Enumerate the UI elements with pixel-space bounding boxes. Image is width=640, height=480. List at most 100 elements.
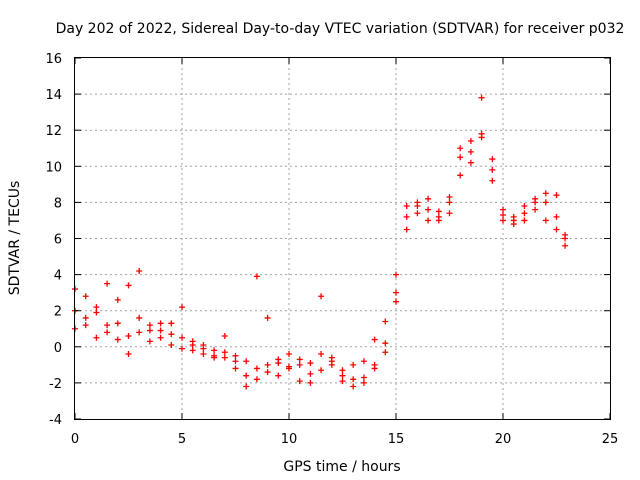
data-point [157, 334, 164, 341]
data-point [403, 226, 410, 233]
y-tick-label: 12 [45, 124, 62, 139]
data-point [553, 226, 560, 233]
data-point [553, 192, 560, 199]
chart-title: Day 202 of 2022, Sidereal Day-to-day VTE… [56, 21, 625, 37]
ticks [74, 57, 611, 420]
data-point [179, 334, 185, 341]
y-tick-label: 16 [45, 52, 62, 67]
data-point [350, 361, 357, 368]
data-point [467, 138, 474, 145]
data-point [136, 314, 143, 321]
data-point [211, 347, 218, 354]
data-point [382, 318, 389, 325]
data-point [371, 365, 378, 372]
data-point [478, 130, 485, 137]
data-point [350, 383, 357, 390]
data-point [146, 327, 153, 334]
data-point [104, 280, 111, 287]
data-point [446, 193, 453, 200]
data-point [243, 372, 250, 379]
data-point [382, 340, 389, 347]
data-point [393, 298, 399, 305]
data-point [403, 203, 410, 210]
data-point [146, 338, 153, 345]
data-point [360, 379, 367, 386]
data-point [360, 358, 367, 365]
data-point [232, 365, 239, 372]
data-point [467, 148, 474, 155]
data-point [179, 304, 185, 311]
data-point [189, 338, 196, 345]
data-point [532, 206, 539, 213]
data-point [414, 210, 421, 217]
data-layer [72, 94, 569, 390]
data-point [318, 367, 325, 374]
data-point [286, 351, 292, 358]
x-tick-label: 0 [71, 432, 79, 447]
data-point [243, 358, 250, 365]
series-s3 [72, 94, 569, 390]
data-point [489, 166, 496, 173]
data-point [93, 309, 100, 316]
data-point [500, 206, 506, 213]
data-point [457, 145, 464, 152]
data-point [393, 289, 399, 296]
data-point [296, 378, 303, 385]
data-point [200, 345, 207, 352]
data-point [457, 172, 464, 179]
data-point [500, 212, 506, 219]
data-point [136, 267, 143, 274]
data-point [136, 329, 143, 336]
y-tick-label: -4 [49, 413, 62, 428]
data-point [82, 293, 89, 300]
data-point [189, 347, 196, 354]
x-tick-label: 15 [388, 432, 405, 447]
data-point [393, 271, 399, 278]
y-tick-label: 2 [54, 305, 62, 320]
data-point [275, 356, 282, 363]
data-point [125, 282, 132, 289]
data-point [371, 336, 378, 343]
x-tick-label: 10 [281, 432, 298, 447]
data-point [286, 365, 292, 372]
data-point [243, 383, 250, 390]
data-point [339, 372, 346, 379]
data-point [179, 345, 185, 352]
data-point [211, 352, 218, 359]
data-point [446, 199, 453, 206]
data-point [253, 365, 260, 372]
data-point [82, 314, 89, 321]
data-point [532, 195, 539, 202]
data-point [425, 206, 432, 213]
data-point [339, 367, 346, 374]
x-tick-label: 5 [178, 432, 186, 447]
data-point [104, 329, 111, 336]
data-point [457, 154, 464, 161]
data-point [478, 94, 485, 101]
data-point [542, 199, 549, 206]
y-tick-label: 14 [45, 88, 62, 103]
data-point [425, 217, 432, 224]
grid [75, 58, 610, 419]
data-point [521, 210, 528, 217]
data-point [200, 351, 207, 358]
data-point [296, 361, 303, 368]
data-point [264, 314, 271, 321]
data-point [221, 349, 228, 356]
data-point [221, 332, 228, 339]
data-point [542, 190, 549, 197]
data-point [318, 293, 325, 300]
data-point [307, 360, 314, 367]
data-point [221, 354, 228, 361]
x-tick-label: 20 [495, 432, 512, 447]
data-point [168, 341, 175, 348]
data-point [562, 242, 569, 249]
data-point [521, 217, 528, 224]
y-axis-title: SDTVAR / TECUs [7, 181, 23, 296]
data-point [114, 320, 121, 327]
data-point [114, 336, 121, 343]
data-point [562, 235, 569, 242]
y-tick-labels: -4 -2 0 2 4 6 8 10 12 14 16 [45, 52, 62, 428]
data-point [339, 378, 346, 385]
